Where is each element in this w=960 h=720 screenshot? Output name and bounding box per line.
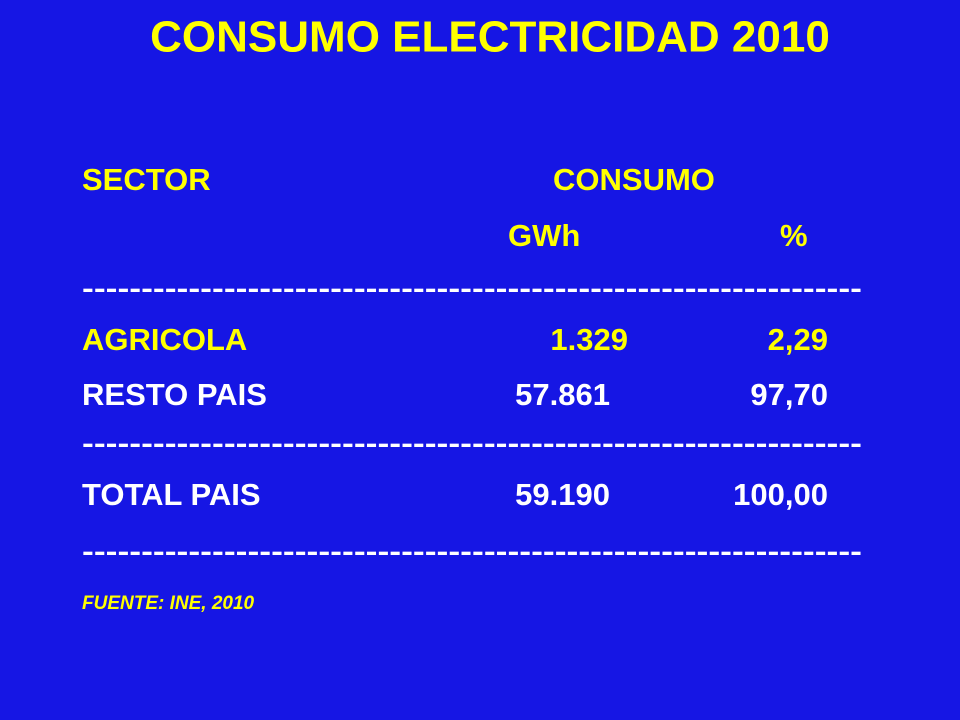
row-gwh: 1.329: [550, 322, 628, 357]
row-sector: RESTO PAIS: [82, 377, 267, 412]
row-percent: 2,29: [768, 322, 828, 357]
total-sector: TOTAL PAIS: [82, 477, 261, 512]
header-sector: SECTOR: [82, 162, 211, 197]
row-sector: AGRICOLA: [82, 322, 247, 357]
separator: ----------------------------------------…: [82, 427, 862, 458]
separator: ----------------------------------------…: [82, 535, 862, 566]
header-unit-gwh: GWh: [508, 218, 580, 253]
source: FUENTE: INE, 2010: [82, 593, 255, 614]
header-consumo: CONSUMO: [553, 162, 715, 197]
header-unit-percent: %: [780, 218, 808, 253]
row-gwh: 57.861: [515, 377, 610, 412]
separator: ----------------------------------------…: [82, 272, 862, 303]
total-percent: 100,00: [733, 477, 828, 512]
title: CONSUMO ELECTRICIDAD 2010: [150, 13, 830, 62]
total-gwh: 59.190: [515, 477, 610, 512]
row-percent: 97,70: [750, 377, 828, 412]
